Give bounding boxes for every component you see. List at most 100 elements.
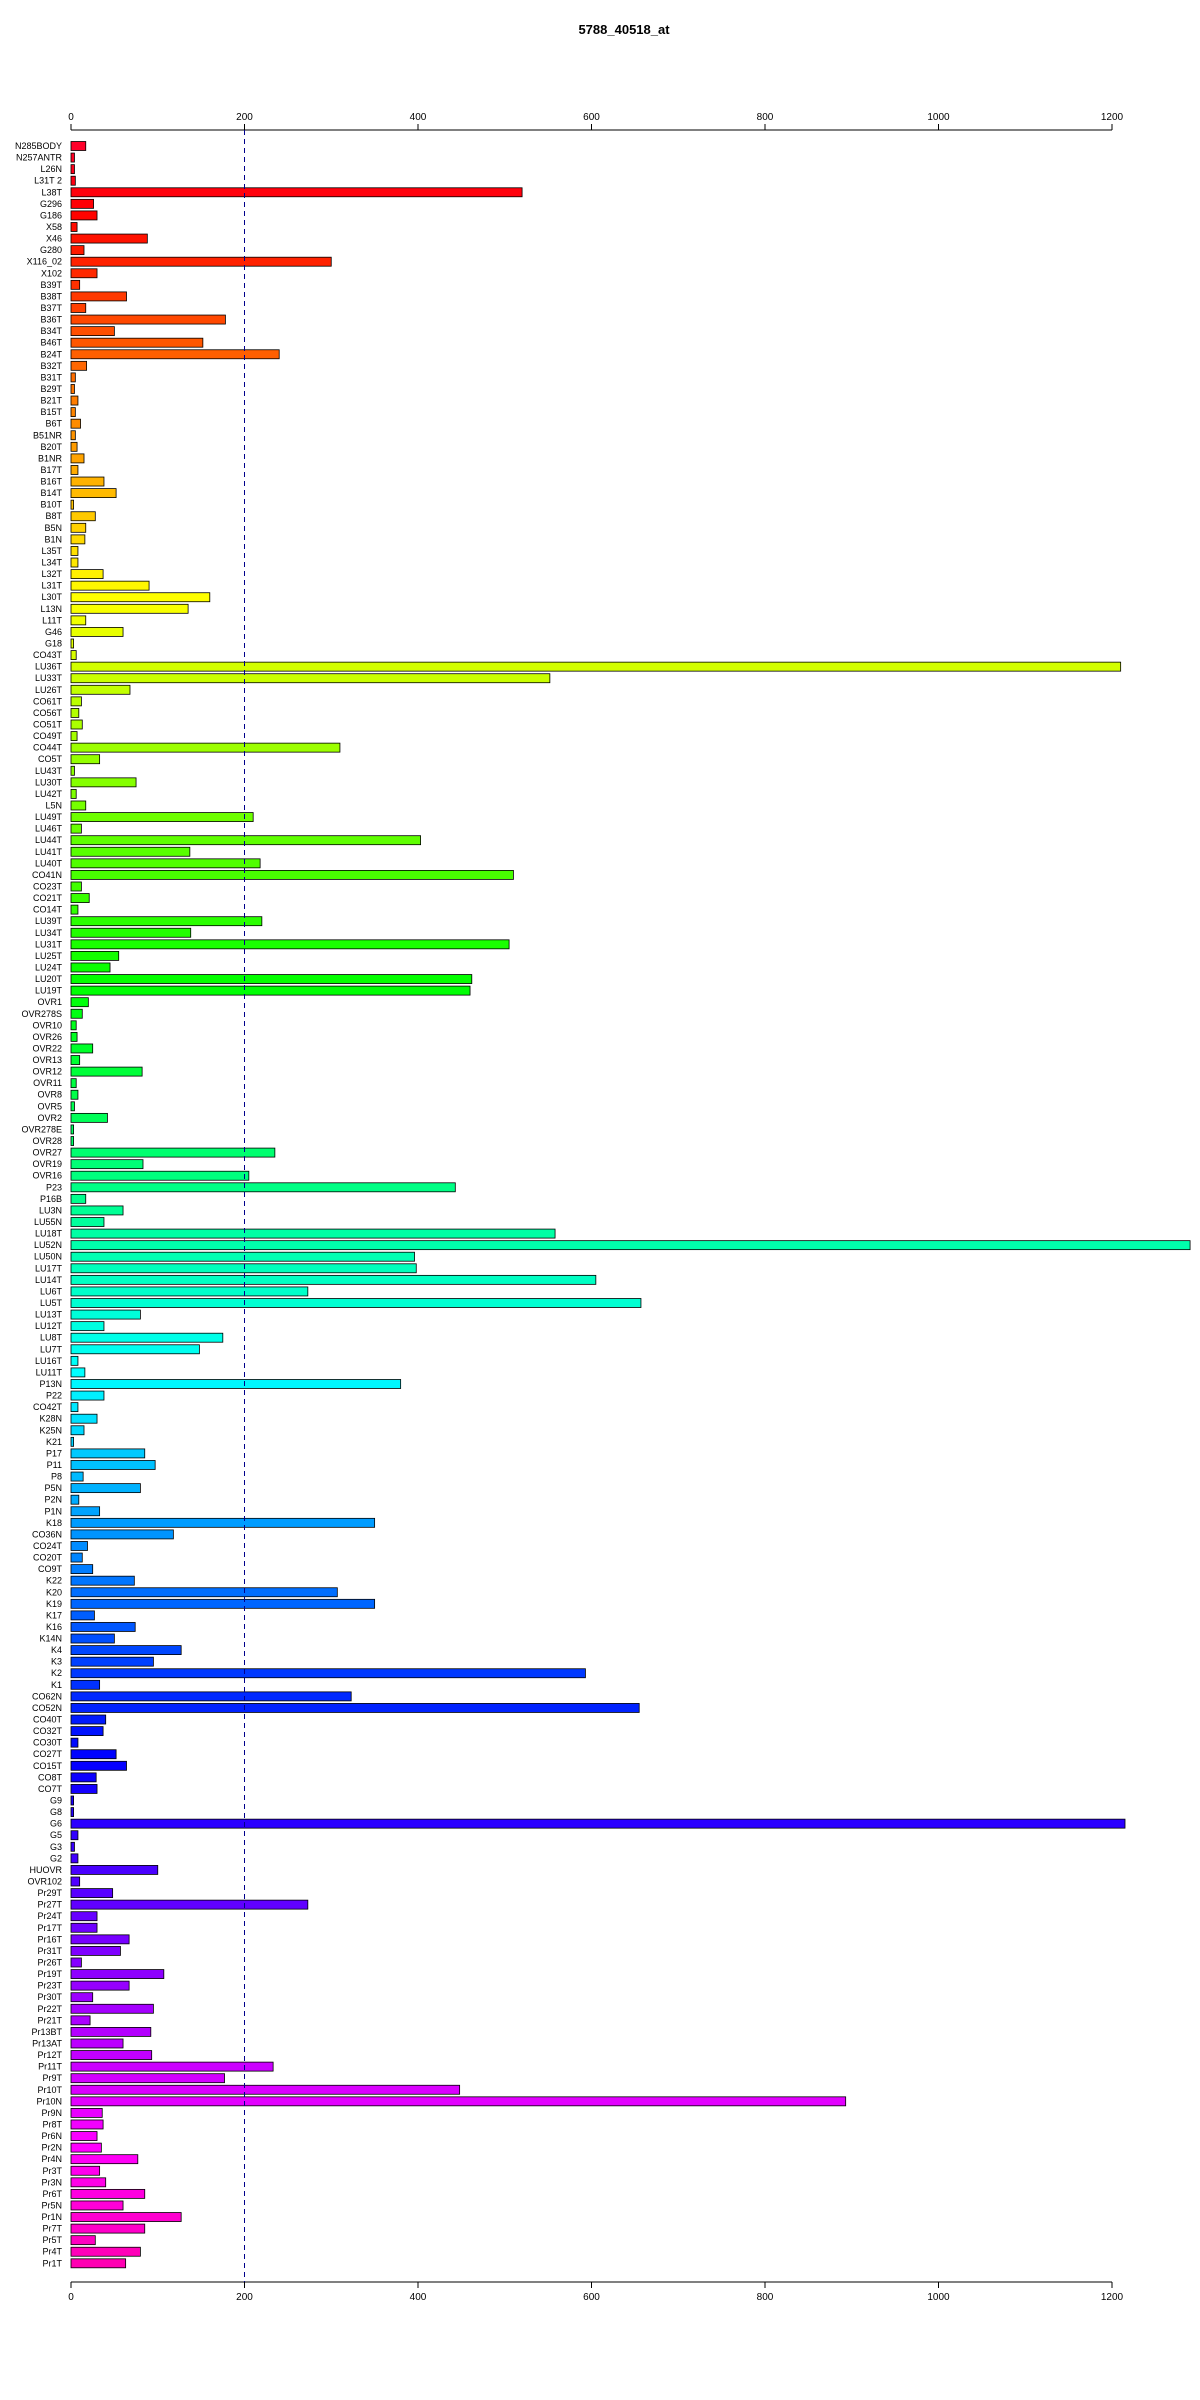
category-label: CO8T xyxy=(38,1772,63,1782)
category-label: X58 xyxy=(46,222,62,232)
bar xyxy=(70,731,78,741)
bar xyxy=(70,1286,309,1297)
category-label: LU16T xyxy=(35,1356,63,1366)
category-label: N257ANTR xyxy=(16,153,63,163)
category-label: CO56T xyxy=(33,708,63,718)
category-label: LU5T xyxy=(40,1298,63,1308)
category-label: CO40T xyxy=(33,1715,63,1725)
bar xyxy=(70,1506,101,1517)
category-label: Pr3T xyxy=(42,2166,62,2176)
bar xyxy=(70,522,87,533)
bar xyxy=(70,638,74,649)
category-label: OVR278S xyxy=(21,1009,62,1019)
category-label: P13N xyxy=(39,1379,62,1389)
bar xyxy=(70,1089,79,1100)
bar xyxy=(70,789,77,799)
category-label: B21T xyxy=(40,396,62,406)
category-label: Pr9N xyxy=(41,2108,62,2118)
category-label: LU46T xyxy=(35,824,63,834)
category-label: LU40T xyxy=(35,858,63,868)
bar xyxy=(70,534,86,545)
bar xyxy=(70,1517,376,1528)
category-label: B5N xyxy=(44,523,62,533)
bar xyxy=(70,708,80,718)
bar xyxy=(70,881,82,892)
bar xyxy=(70,1807,74,1817)
category-label: L26N xyxy=(40,164,62,174)
category-label: K21 xyxy=(46,1437,62,1447)
category-label: P16B xyxy=(40,1194,62,1204)
category-label: LU34T xyxy=(35,928,63,938)
bar xyxy=(70,1436,74,1447)
category-label: Pr10T xyxy=(37,2085,62,2095)
bar xyxy=(70,1668,586,1679)
bar xyxy=(70,1136,74,1146)
bar xyxy=(70,1772,97,1783)
category-label: K25N xyxy=(39,1425,62,1435)
bar xyxy=(70,1460,156,1470)
category-label: CO30T xyxy=(33,1738,63,1748)
category-label: Pr5N xyxy=(41,2200,62,2210)
category-label: LU31T xyxy=(35,939,63,949)
bar xyxy=(70,2246,141,2257)
category-label: L35T xyxy=(41,546,62,556)
bar xyxy=(70,198,94,209)
category-label: OVR22 xyxy=(32,1043,62,1053)
category-label: LU14T xyxy=(35,1275,63,1285)
bar xyxy=(70,2061,274,2072)
bar xyxy=(70,1066,143,1077)
bar xyxy=(70,152,75,163)
bar xyxy=(70,1934,130,1945)
bar xyxy=(70,1367,86,1378)
bar xyxy=(70,962,111,973)
category-label: OVR11 xyxy=(33,1078,62,1088)
bar xyxy=(70,210,98,221)
bar xyxy=(70,1425,85,1436)
category-label: CO49T xyxy=(33,731,63,741)
category-label: B10T xyxy=(40,500,62,510)
bar xyxy=(70,1992,94,2003)
category-label: B39T xyxy=(40,280,62,290)
bar xyxy=(70,557,79,568)
bar xyxy=(70,1760,127,1771)
bar xyxy=(70,395,79,406)
bar xyxy=(70,384,75,394)
category-label: Pr22T xyxy=(37,2004,62,2014)
bar xyxy=(70,893,90,903)
bar xyxy=(70,846,191,857)
bar xyxy=(70,1818,1126,1829)
category-label: K17 xyxy=(46,1610,62,1620)
category-label: CO36N xyxy=(32,1529,62,1539)
bar xyxy=(70,1587,338,1598)
category-label: CO62N xyxy=(32,1691,62,1701)
bar xyxy=(70,1078,77,1089)
axis-tick-label: 1000 xyxy=(927,112,950,123)
category-label: B51NR xyxy=(33,430,63,440)
category-label: B24T xyxy=(40,349,62,359)
category-label: Pr31T xyxy=(37,1946,62,1956)
category-label: CO9T xyxy=(38,1564,63,1574)
bar xyxy=(70,1193,87,1204)
category-label: P17 xyxy=(46,1448,62,1458)
bar xyxy=(70,1182,456,1193)
category-label: L32T xyxy=(41,569,62,579)
category-label: B8T xyxy=(45,511,62,521)
bar xyxy=(70,1876,81,1887)
bar xyxy=(70,2003,154,2014)
bar xyxy=(70,1298,642,1308)
category-label: CO21T xyxy=(33,893,63,903)
category-label: B37T xyxy=(40,303,62,313)
bar xyxy=(70,1379,402,1389)
category-label: OVR16 xyxy=(32,1171,62,1181)
category-label: L31T xyxy=(41,581,62,591)
bar xyxy=(70,1159,144,1170)
axis-tick-label: 1200 xyxy=(1101,112,1124,123)
category-label: OVR2 xyxy=(37,1113,62,1123)
category-label: K28N xyxy=(39,1414,62,1424)
bar xyxy=(70,1031,78,1042)
category-label: K16 xyxy=(46,1622,62,1632)
category-label: B16T xyxy=(40,477,62,487)
bar xyxy=(70,1402,79,1413)
